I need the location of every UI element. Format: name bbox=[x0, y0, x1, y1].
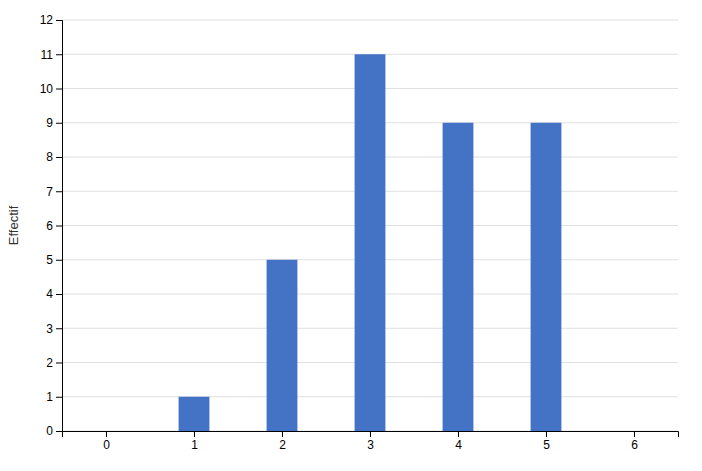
y-tick: 12 bbox=[40, 13, 62, 27]
y-tick: 10 bbox=[40, 82, 62, 96]
plot: 01234560123456789101112 bbox=[40, 13, 679, 451]
x-tick-label: 1 bbox=[191, 438, 198, 452]
y-tick-label: 8 bbox=[46, 150, 53, 164]
y-tick-mark bbox=[56, 294, 62, 295]
y-tick-mark bbox=[56, 260, 62, 261]
y-tick-label: 6 bbox=[46, 219, 53, 233]
y-tick-label: 2 bbox=[46, 356, 53, 370]
y-tick: 4 bbox=[46, 287, 62, 301]
grid bbox=[62, 20, 678, 431]
x-tick: 2 bbox=[279, 431, 286, 452]
y-tick-label: 5 bbox=[46, 253, 53, 267]
x-tick-label: 3 bbox=[367, 438, 374, 452]
y-tick-label: 7 bbox=[46, 185, 53, 199]
y-tick-mark bbox=[56, 226, 62, 227]
y-tick: 9 bbox=[46, 116, 62, 130]
y-axis-title: Effectif bbox=[6, 205, 21, 245]
y-tick: 7 bbox=[46, 185, 62, 199]
y-tick: 8 bbox=[46, 150, 62, 164]
chart-container: 01234560123456789101112Effectif bbox=[0, 0, 702, 471]
bar bbox=[531, 123, 562, 431]
x-tick-mark bbox=[634, 431, 635, 437]
x-tick-label: 5 bbox=[543, 438, 550, 452]
grid-line bbox=[62, 20, 678, 21]
x-tick: 3 bbox=[367, 431, 374, 452]
x-tick: 0 bbox=[103, 431, 110, 452]
y-tick-label: 0 bbox=[46, 424, 53, 438]
y-tick-mark bbox=[56, 54, 62, 55]
x-tick: 1 bbox=[191, 431, 198, 452]
y-tick-label: 11 bbox=[41, 48, 54, 62]
y-tick: 3 bbox=[46, 322, 62, 336]
y-axis: 0123456789101112 bbox=[40, 13, 63, 438]
x-tick-mark bbox=[370, 431, 371, 437]
y-tick-mark bbox=[56, 431, 62, 432]
y-tick-mark bbox=[56, 191, 62, 192]
y-tick-mark bbox=[56, 157, 62, 158]
bar bbox=[267, 260, 298, 431]
x-axis: 0 1 2 3 4 5 6 bbox=[63, 431, 679, 452]
x-tick-label: 4 bbox=[455, 438, 462, 452]
x-tick-mark bbox=[546, 431, 547, 437]
y-tick-mark bbox=[56, 397, 62, 398]
y-tick-mark bbox=[56, 123, 62, 124]
y-tick: 6 bbox=[46, 219, 62, 233]
chart-svg: 01234560123456789101112Effectif bbox=[0, 0, 702, 471]
x-tick-label: 0 bbox=[103, 438, 110, 452]
y-tick-label: 10 bbox=[40, 82, 54, 96]
y-tick-label: 12 bbox=[40, 13, 54, 27]
y-tick-mark bbox=[56, 20, 62, 21]
bar bbox=[443, 123, 474, 431]
y-tick: 2 bbox=[46, 356, 62, 370]
y-tick-label: 4 bbox=[46, 287, 53, 301]
y-tick-mark bbox=[56, 328, 62, 329]
bar bbox=[355, 54, 386, 431]
x-axis-line bbox=[63, 432, 679, 438]
x-tick-label: 6 bbox=[631, 438, 638, 452]
y-tick: 1 bbox=[46, 390, 62, 404]
y-axis-line bbox=[56, 21, 63, 432]
x-tick-mark bbox=[106, 431, 107, 437]
x-tick: 5 bbox=[543, 431, 550, 452]
y-tick: 11 bbox=[41, 48, 62, 62]
y-tick-label: 3 bbox=[46, 322, 53, 336]
x-tick: 4 bbox=[455, 431, 462, 452]
x-tick-mark bbox=[282, 431, 283, 437]
x-tick-mark bbox=[458, 431, 459, 437]
x-tick-label: 2 bbox=[279, 438, 286, 452]
y-tick-label: 1 bbox=[46, 390, 53, 404]
y-tick-mark bbox=[56, 363, 62, 364]
x-tick-mark bbox=[194, 431, 195, 437]
y-tick-label: 9 bbox=[46, 116, 53, 130]
y-tick-mark bbox=[56, 89, 62, 90]
x-tick: 6 bbox=[631, 431, 638, 452]
y-tick: 0 bbox=[46, 424, 62, 438]
bar bbox=[179, 397, 210, 431]
bars bbox=[179, 54, 562, 431]
y-tick: 5 bbox=[46, 253, 62, 267]
